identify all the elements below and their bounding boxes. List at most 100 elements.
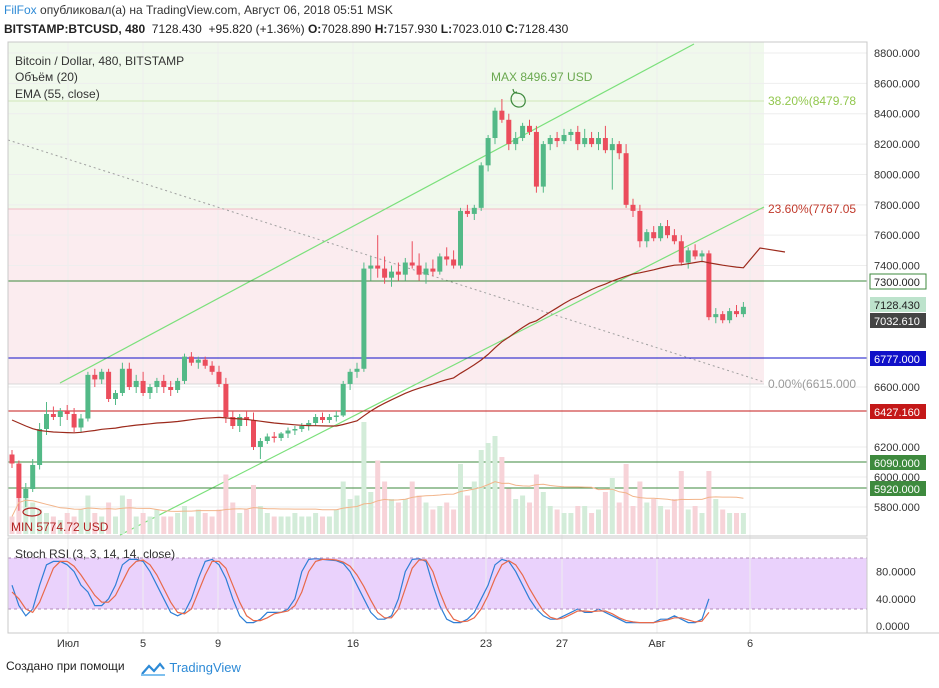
candle-body <box>464 210 470 214</box>
candle-body <box>734 311 739 315</box>
volume-bar <box>354 495 360 534</box>
candle-body <box>168 387 174 390</box>
low-value: 7023.010 <box>452 22 503 36</box>
stoch-axis[interactable]: 80.0000 40.0000 0.0000 <box>876 567 916 633</box>
candle-body <box>278 433 284 438</box>
low-label: L: <box>440 22 453 36</box>
author-link[interactable]: FilFox <box>4 3 37 17</box>
candle-body <box>57 411 63 417</box>
volume-bar <box>264 513 270 534</box>
volume-bar <box>361 422 367 534</box>
candle-body <box>216 371 222 384</box>
volume-bar <box>306 516 312 534</box>
volume-bar <box>492 436 498 534</box>
tag-6427: 6427.160 <box>874 407 920 419</box>
dashed-trendline <box>7 139 765 383</box>
close-value: 7128.430 <box>518 22 569 36</box>
candle-body <box>195 359 201 363</box>
candle-body <box>575 131 581 145</box>
volume-bar <box>409 481 415 534</box>
candle-body <box>99 371 105 380</box>
volume-bar <box>416 495 422 534</box>
candle-body <box>23 489 29 498</box>
candle-body <box>313 417 319 423</box>
candle-body <box>119 368 125 393</box>
volume-bar <box>106 502 112 534</box>
volume-bar <box>64 513 70 534</box>
candle-body <box>637 210 643 242</box>
volume-bar <box>547 506 553 534</box>
candle-body <box>699 253 705 257</box>
volume-bar <box>188 516 194 534</box>
volume-bar <box>464 495 470 534</box>
tag-6427-bg <box>870 404 926 419</box>
high-label: H: <box>374 22 388 36</box>
volume-bar <box>257 506 263 534</box>
fib23-label: 23.60%(7767.05 <box>768 202 856 216</box>
volume-bar <box>168 516 174 534</box>
volume-bar <box>37 509 43 534</box>
tradingview-label[interactable]: TradingView <box>169 660 241 675</box>
candle-body <box>182 356 187 381</box>
candle-body <box>720 314 726 321</box>
price-tick-label: 6200.000 <box>874 442 920 454</box>
volume-bar <box>133 516 139 534</box>
candle-body <box>154 380 160 387</box>
tag-7032: 7032.610 <box>874 316 920 328</box>
volume-bar <box>478 450 484 534</box>
candle-body <box>444 256 450 260</box>
candle-body <box>264 436 270 441</box>
legend-ema: EMA (55, close) <box>15 87 100 101</box>
main-pane-border <box>7 41 868 537</box>
candle-body <box>416 265 422 275</box>
tradingview-logo[interactable]: TradingView <box>140 660 241 677</box>
candle-body <box>140 380 146 393</box>
tag-6090: 6090.000 <box>874 458 920 470</box>
volume-bar <box>326 516 332 534</box>
candles <box>9 99 746 511</box>
ohlc-line: BITSTAMP:BTCUSD, 480 7128.430 +95.820 (+… <box>4 22 568 36</box>
volume-bar <box>485 443 491 534</box>
tag-7032-bg <box>870 313 926 328</box>
time-tick-label: 9 <box>215 638 221 650</box>
candle-body <box>113 393 118 399</box>
volume-bar <box>513 499 519 534</box>
volume-bar <box>92 513 98 534</box>
price-axis[interactable]: 8800.000 8600.000 8400.000 8200.000 8000.000… <box>874 48 920 514</box>
candle-body <box>354 368 360 372</box>
volume-bar <box>223 474 229 534</box>
volume-bar <box>575 506 581 534</box>
publisher-line: FilFox опубликовал(а) на TradingView.com… <box>4 3 393 17</box>
volume-bar <box>216 509 222 534</box>
candle-body <box>306 423 312 426</box>
candle-body <box>602 138 608 151</box>
time-tick-label: 23 <box>480 638 492 650</box>
candle-body <box>561 134 567 142</box>
volume-bar <box>423 502 429 534</box>
open-value: 7028.890 <box>321 22 372 36</box>
fib0-label: 0.00%(6615.000 <box>768 377 856 391</box>
candle-body <box>506 119 512 145</box>
candle-body <box>740 306 746 315</box>
volume-bar <box>692 506 698 534</box>
candle-body <box>582 138 588 145</box>
time-tick-label: 6 <box>747 638 753 650</box>
volume-bar <box>320 516 325 534</box>
time-axis[interactable]: Июл 5 9 16 23 27 Авг 6 <box>57 638 753 650</box>
tag-7300: 7300.000 <box>874 277 920 289</box>
candle-body <box>596 138 601 145</box>
tag-7300-bg <box>869 273 927 290</box>
candle-body <box>292 429 298 431</box>
volume-bar <box>154 509 160 534</box>
candle-body <box>623 153 629 205</box>
volume-bar <box>616 502 622 534</box>
volume-bar <box>230 502 236 534</box>
volume-bar <box>278 516 284 534</box>
volume-bar <box>451 509 457 534</box>
candle-body <box>251 420 256 447</box>
volume-bar <box>347 499 353 534</box>
candle-body <box>651 232 657 239</box>
volume-bar <box>520 495 526 534</box>
tag-current-bg <box>870 297 926 312</box>
